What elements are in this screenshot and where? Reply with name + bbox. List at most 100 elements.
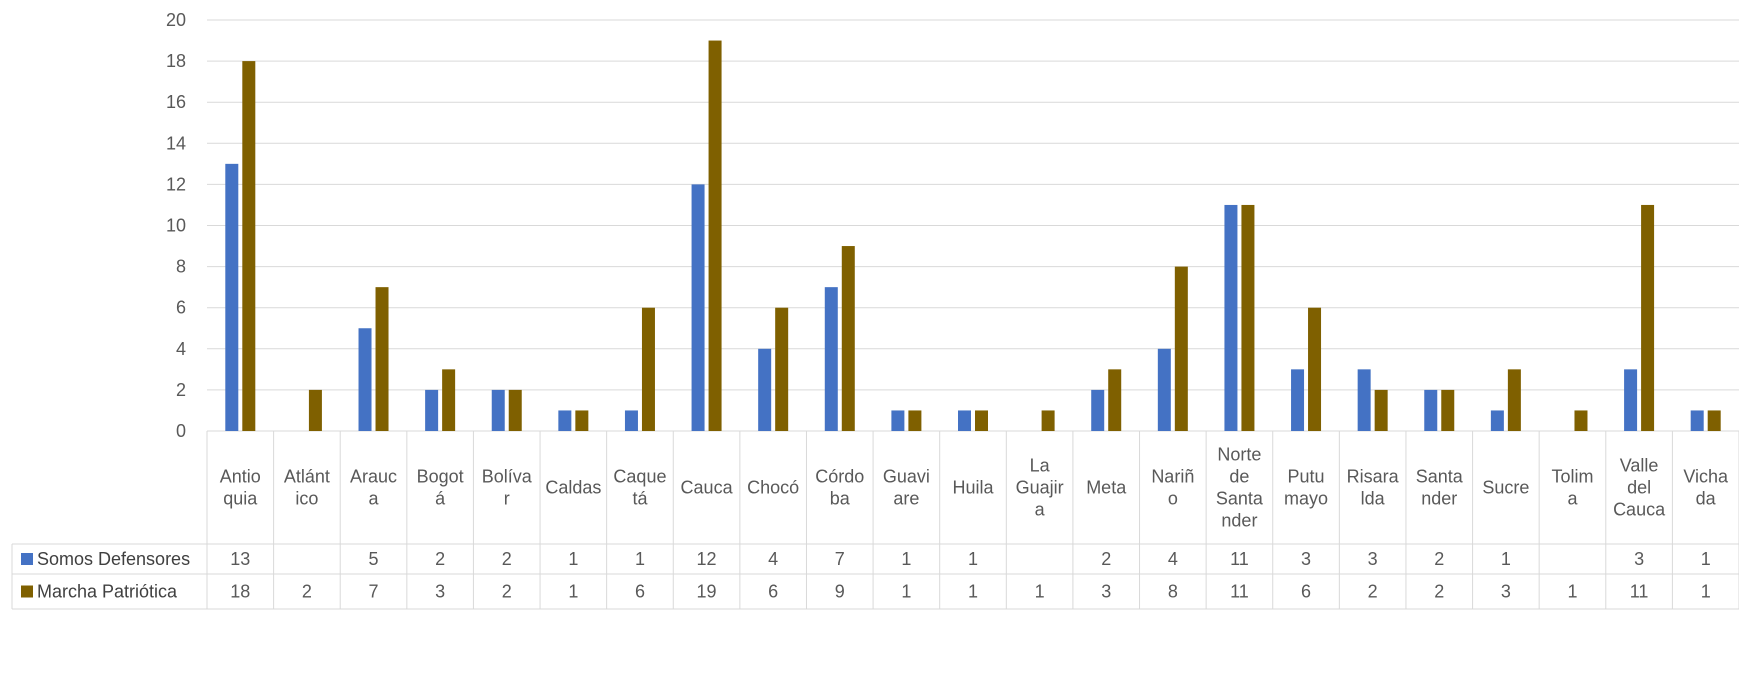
y-tick-label: 18 — [166, 51, 186, 71]
bar — [1241, 204, 1255, 431]
data-table-value: 1 — [1501, 549, 1511, 569]
category-label: are — [893, 489, 919, 509]
bar — [775, 307, 789, 431]
bar — [1308, 307, 1322, 431]
bar — [1641, 204, 1655, 431]
data-table-value: 2 — [1434, 582, 1444, 602]
data-table-value: 6 — [635, 582, 645, 602]
data-table-value: 3 — [1368, 549, 1378, 569]
category-label: Guavi — [883, 467, 930, 487]
y-tick-label: 8 — [176, 257, 186, 277]
data-table-value: 2 — [1434, 549, 1444, 569]
bar — [1157, 348, 1171, 431]
data-table-value: 3 — [435, 582, 445, 602]
data-table-value: 7 — [835, 549, 845, 569]
legend-key — [21, 553, 33, 565]
data-table-value: 12 — [697, 549, 717, 569]
bar — [958, 410, 971, 431]
bar — [1224, 204, 1238, 431]
gridlines — [207, 19, 1739, 432]
bar — [1507, 369, 1521, 431]
category-label: Caque — [613, 467, 666, 487]
category-label: Caldas — [545, 478, 601, 498]
data-table-value: 8 — [1168, 582, 1178, 602]
category-label: o — [1168, 489, 1178, 509]
data-table-value: 1 — [568, 549, 578, 569]
bar — [841, 246, 855, 431]
data-table-value: 2 — [1101, 549, 1111, 569]
data-table: AntioquiaAtlánticoAraucaBogotáBolívarCal… — [11, 431, 1739, 610]
data-table-value: 1 — [1035, 582, 1045, 602]
bar — [508, 389, 522, 431]
y-tick-label: 0 — [176, 421, 186, 441]
category-label: Meta — [1086, 478, 1127, 498]
category-label: Guajir — [1016, 478, 1064, 498]
y-tick-label: 16 — [166, 92, 186, 112]
data-table-value: 4 — [1168, 549, 1178, 569]
data-table-value: 9 — [835, 582, 845, 602]
data-table-value: 7 — [369, 582, 379, 602]
bar — [1174, 266, 1188, 431]
y-tick-label: 6 — [176, 298, 186, 318]
bar — [624, 410, 638, 431]
bar — [1574, 410, 1588, 431]
category-label: Norte — [1217, 445, 1261, 465]
y-tick-label: 20 — [166, 10, 186, 30]
bar — [1374, 389, 1388, 431]
data-table-value: 4 — [768, 549, 778, 569]
data-table-value: 1 — [568, 582, 578, 602]
bar — [1424, 389, 1438, 431]
category-label: ico — [295, 489, 318, 509]
data-table-value: 2 — [502, 549, 512, 569]
bar — [1091, 389, 1105, 431]
category-label: Santa — [1216, 489, 1264, 509]
category-label: Chocó — [747, 478, 799, 498]
data-table-value: 3 — [1101, 582, 1111, 602]
category-label: á — [435, 489, 446, 509]
category-label: Santa — [1416, 467, 1464, 487]
category-label: mayo — [1284, 489, 1328, 509]
category-label: Bolíva — [482, 467, 533, 487]
bar — [1441, 389, 1455, 431]
category-label: tá — [632, 489, 648, 509]
category-label: quia — [223, 489, 258, 509]
data-table-value: 1 — [901, 549, 911, 569]
category-label: Putu — [1288, 467, 1325, 487]
category-label: Risara — [1347, 467, 1400, 487]
category-label: Sucre — [1482, 478, 1529, 498]
category-label: Cauca — [1613, 500, 1666, 520]
bar — [1490, 410, 1504, 431]
bar — [491, 389, 505, 431]
category-label: a — [1567, 489, 1578, 509]
bar — [908, 410, 922, 431]
data-table-value: 18 — [230, 582, 250, 602]
category-label: Córdo — [815, 467, 864, 487]
category-label: da — [1696, 489, 1717, 509]
bar — [242, 61, 256, 431]
data-table-value: 1 — [901, 582, 911, 602]
y-tick-label: 14 — [166, 133, 186, 153]
data-table-value: 6 — [768, 582, 778, 602]
bars — [225, 40, 1721, 432]
category-label: La — [1030, 456, 1051, 476]
bar — [425, 389, 439, 431]
category-label: lda — [1361, 489, 1386, 509]
data-table-value: 11 — [1230, 549, 1249, 569]
bar — [1041, 410, 1055, 431]
category-label: Cauca — [681, 478, 734, 498]
legend-label: Marcha Patriótica — [37, 582, 178, 602]
data-table-value: 11 — [1630, 582, 1649, 602]
bar — [1690, 410, 1704, 431]
bar — [1624, 369, 1638, 431]
category-label: Vicha — [1683, 467, 1729, 487]
category-label: Huila — [952, 478, 994, 498]
bar — [708, 40, 722, 432]
bar — [558, 410, 572, 431]
bar — [1108, 369, 1122, 431]
y-tick-label: 4 — [176, 339, 186, 359]
data-table-value: 13 — [230, 549, 250, 569]
data-table-value: 1 — [968, 582, 978, 602]
data-table-value: 3 — [1301, 549, 1311, 569]
data-table-value: 11 — [1230, 582, 1249, 602]
